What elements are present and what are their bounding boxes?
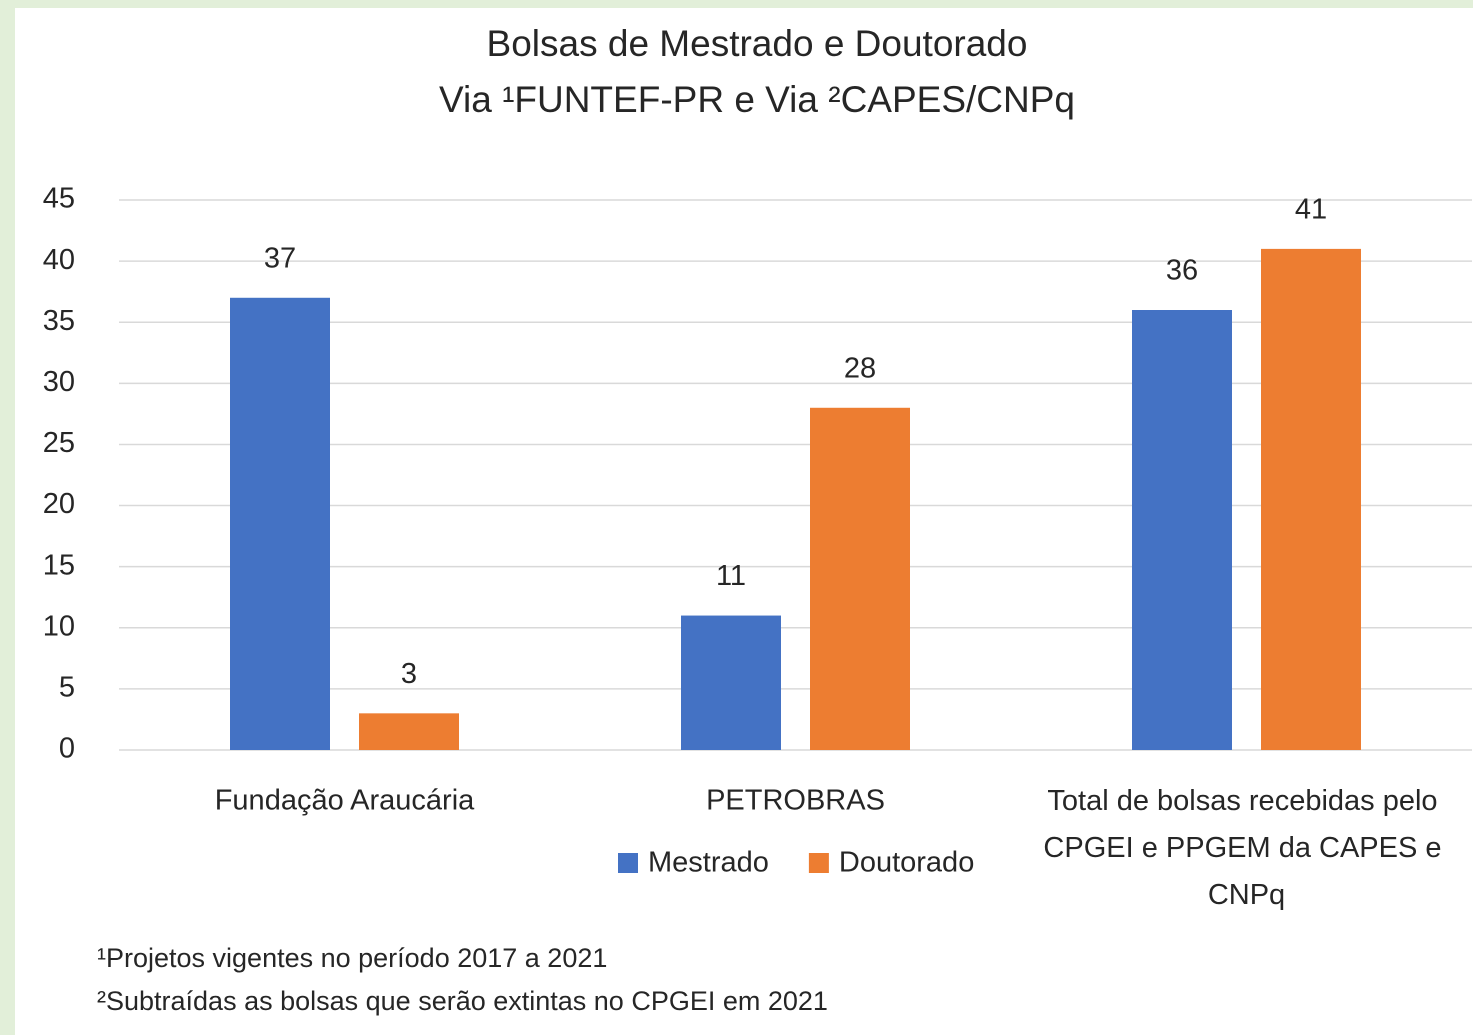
chart-subtitle: Via ¹FUNTEF-PR e Via ²CAPES/CNPq bbox=[439, 79, 1075, 120]
y-tick-label: 10 bbox=[43, 610, 75, 642]
bar bbox=[810, 407, 910, 750]
bar bbox=[1132, 310, 1232, 750]
y-tick-label: 45 bbox=[43, 183, 75, 215]
bar bbox=[681, 615, 781, 750]
y-tick-label: 15 bbox=[43, 549, 75, 581]
legend-swatch bbox=[618, 853, 638, 873]
legend-swatch bbox=[808, 853, 829, 873]
data-label: 36 bbox=[1166, 255, 1198, 287]
x-tick-label: Fundação Araucária bbox=[215, 785, 475, 817]
data-label: 11 bbox=[716, 560, 746, 592]
bar bbox=[359, 713, 459, 750]
footnote: ¹Projetos vigentes no período 2017 a 202… bbox=[97, 943, 607, 973]
legend-label: Doutorado bbox=[839, 847, 974, 879]
data-label: 3 bbox=[401, 658, 417, 690]
y-tick-label: 5 bbox=[59, 672, 75, 704]
y-tick-label: 20 bbox=[43, 488, 75, 520]
footnote: ²Subtraídas as bolsas que serão extintas… bbox=[97, 986, 828, 1016]
data-label: 37 bbox=[264, 242, 296, 274]
data-label: 28 bbox=[844, 352, 876, 384]
y-tick-label: 30 bbox=[43, 366, 75, 398]
bar bbox=[230, 297, 330, 750]
y-tick-label: 25 bbox=[43, 427, 75, 459]
legend-label: Mestrado bbox=[648, 847, 769, 879]
x-tick-label: PETROBRAS bbox=[706, 785, 885, 817]
bar bbox=[1261, 248, 1361, 750]
y-tick-label: 40 bbox=[43, 244, 75, 276]
x-tick-label: Total de bolsas recebidas pelo CPGEI e P… bbox=[1043, 785, 1449, 911]
y-tick-label: 35 bbox=[43, 305, 75, 337]
data-label: 41 bbox=[1295, 194, 1327, 226]
y-tick-label: 0 bbox=[59, 733, 75, 765]
chart-title: Bolsas de Mestrado e Doutorado bbox=[487, 23, 1028, 64]
